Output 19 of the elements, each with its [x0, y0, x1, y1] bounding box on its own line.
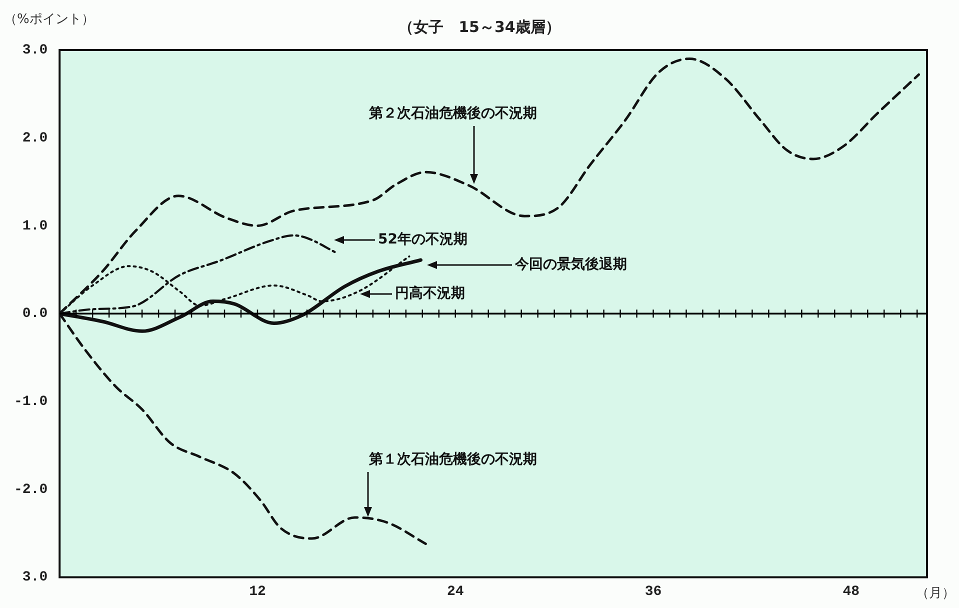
annotation: 円高不況期: [395, 284, 465, 302]
x-tick-label: 48: [842, 584, 860, 600]
x-tick-label: 36: [644, 584, 662, 600]
annotation: 第２次石油危機後の不況期: [368, 106, 537, 122]
y-tick-label: 2.0: [22, 130, 48, 146]
x-tick-label: 12: [249, 584, 266, 600]
chart-title: （女子 15～34歳層）: [398, 18, 560, 36]
annotation: 52年の不況期: [378, 232, 468, 248]
y-tick-label: -2.0: [14, 482, 48, 498]
x-axis-title: （月）: [916, 585, 955, 602]
x-tick-label: 24: [446, 584, 464, 600]
y-tick-label: 0.0: [22, 306, 48, 322]
y-tick-label: 3.0: [22, 570, 48, 586]
y-tick-label: 1.0: [22, 218, 48, 234]
y-tick-label: -1.0: [14, 394, 48, 410]
y-axis-title: （%ポイント）: [4, 11, 94, 28]
y-tick-label: 3.0: [22, 42, 48, 59]
annotation: 第１次石油危機後の不況期: [368, 452, 537, 468]
annotation: 今回の景気後退期: [514, 256, 627, 273]
